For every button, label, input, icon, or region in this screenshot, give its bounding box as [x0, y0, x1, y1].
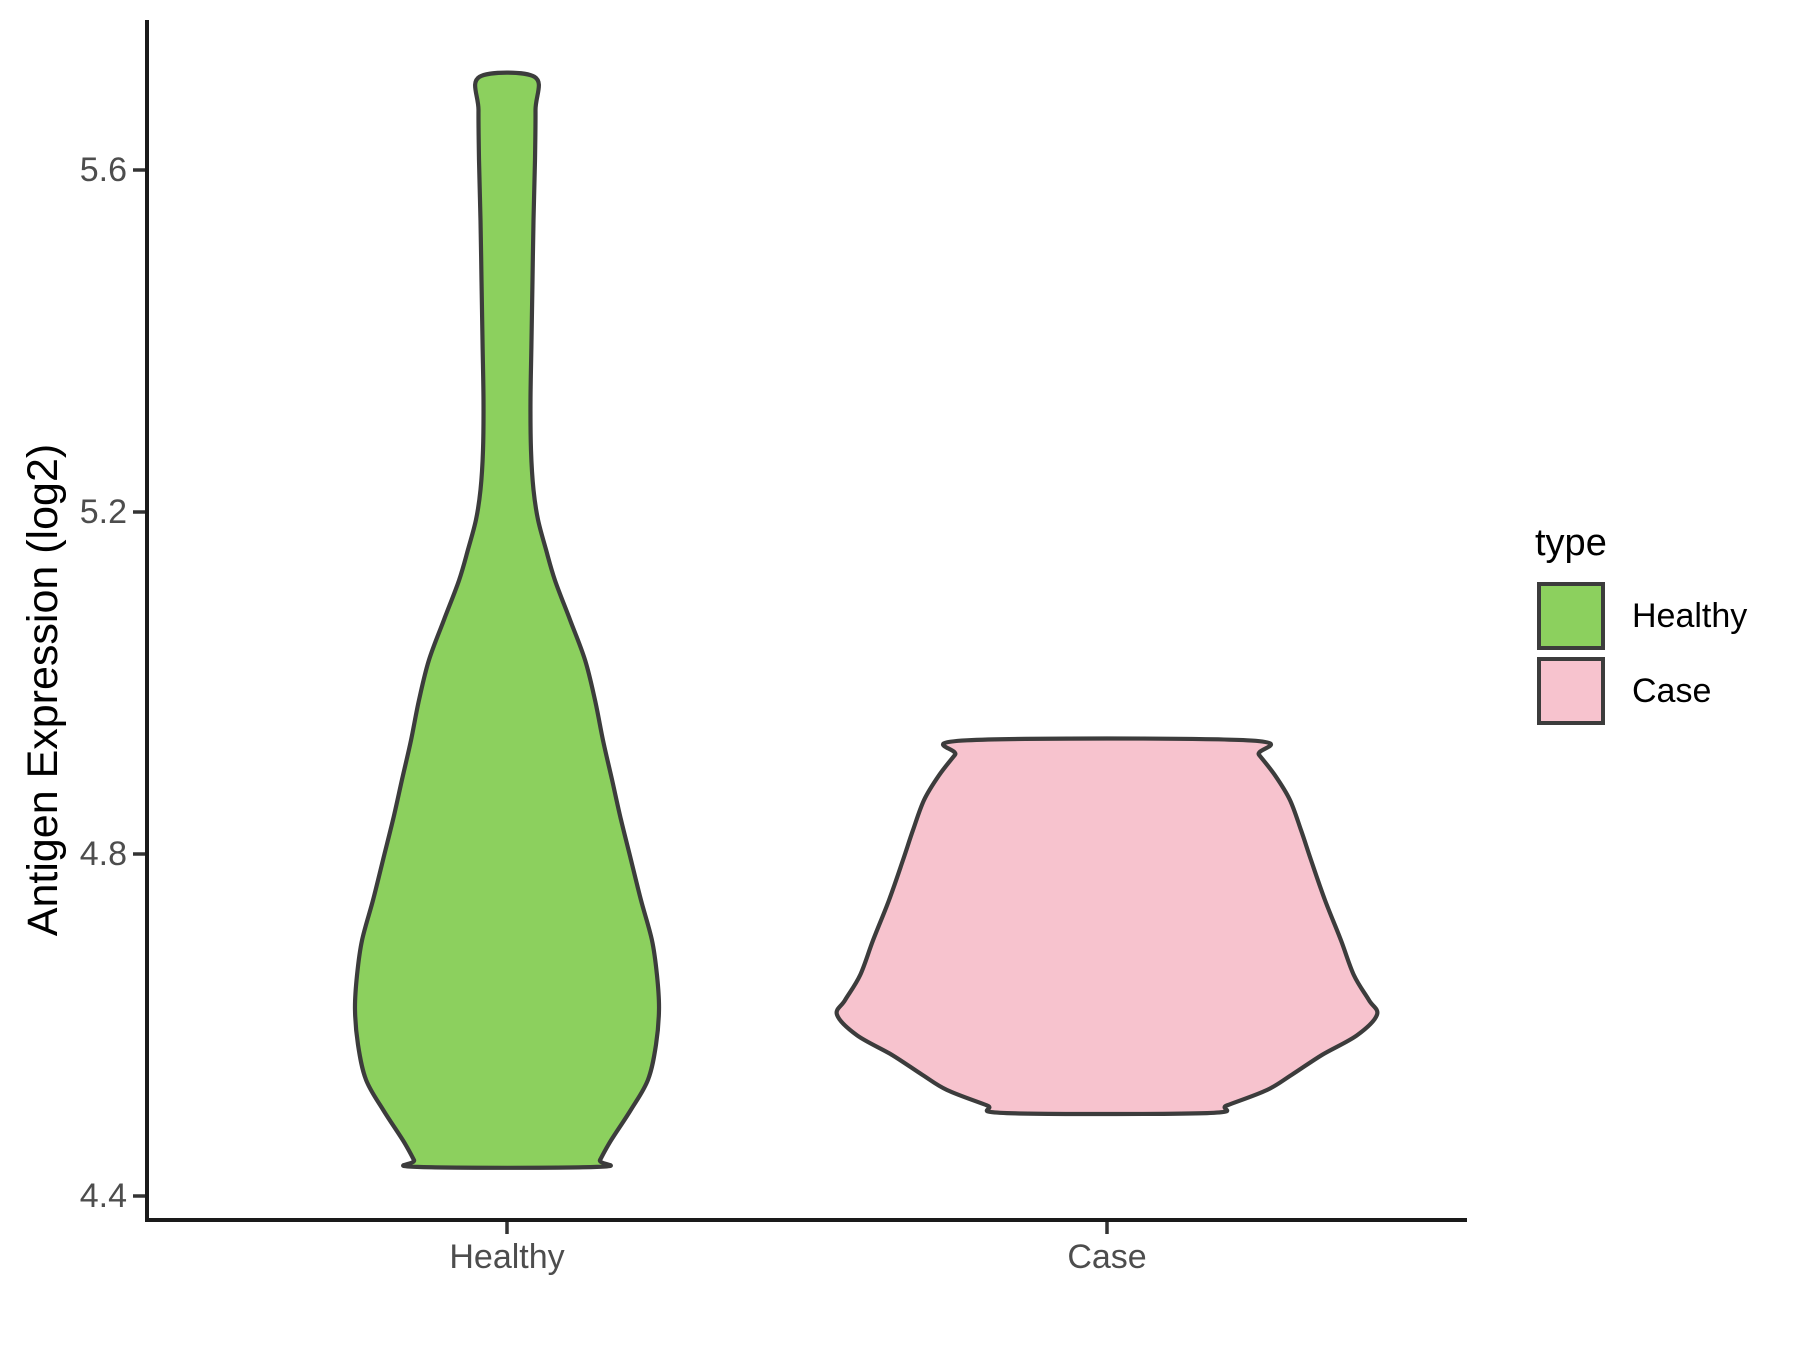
x-tick-label-healthy: Healthy: [449, 1238, 565, 1276]
y-tick-label-5.6: 5.6: [79, 151, 127, 189]
case-violin-shape: [834, 736, 1380, 1117]
y-tick-label-4.4: 4.4: [79, 1177, 127, 1215]
y-tick-label-5.2: 5.2: [79, 493, 127, 531]
legend-key-healthy-swatch: [1537, 582, 1605, 650]
legend-title: type: [1535, 522, 1607, 564]
y-tick-label-4.8: 4.8: [79, 835, 127, 873]
legend-label-healthy: Healthy: [1632, 597, 1748, 635]
legend-key-case-swatch: [1537, 657, 1605, 725]
x-tick-label-case: Case: [1067, 1238, 1147, 1276]
legend-label-case: Case: [1632, 672, 1712, 710]
y-axis-title: Antigen Expression (log2): [19, 443, 67, 937]
healthy-violin-shape: [352, 70, 662, 1170]
